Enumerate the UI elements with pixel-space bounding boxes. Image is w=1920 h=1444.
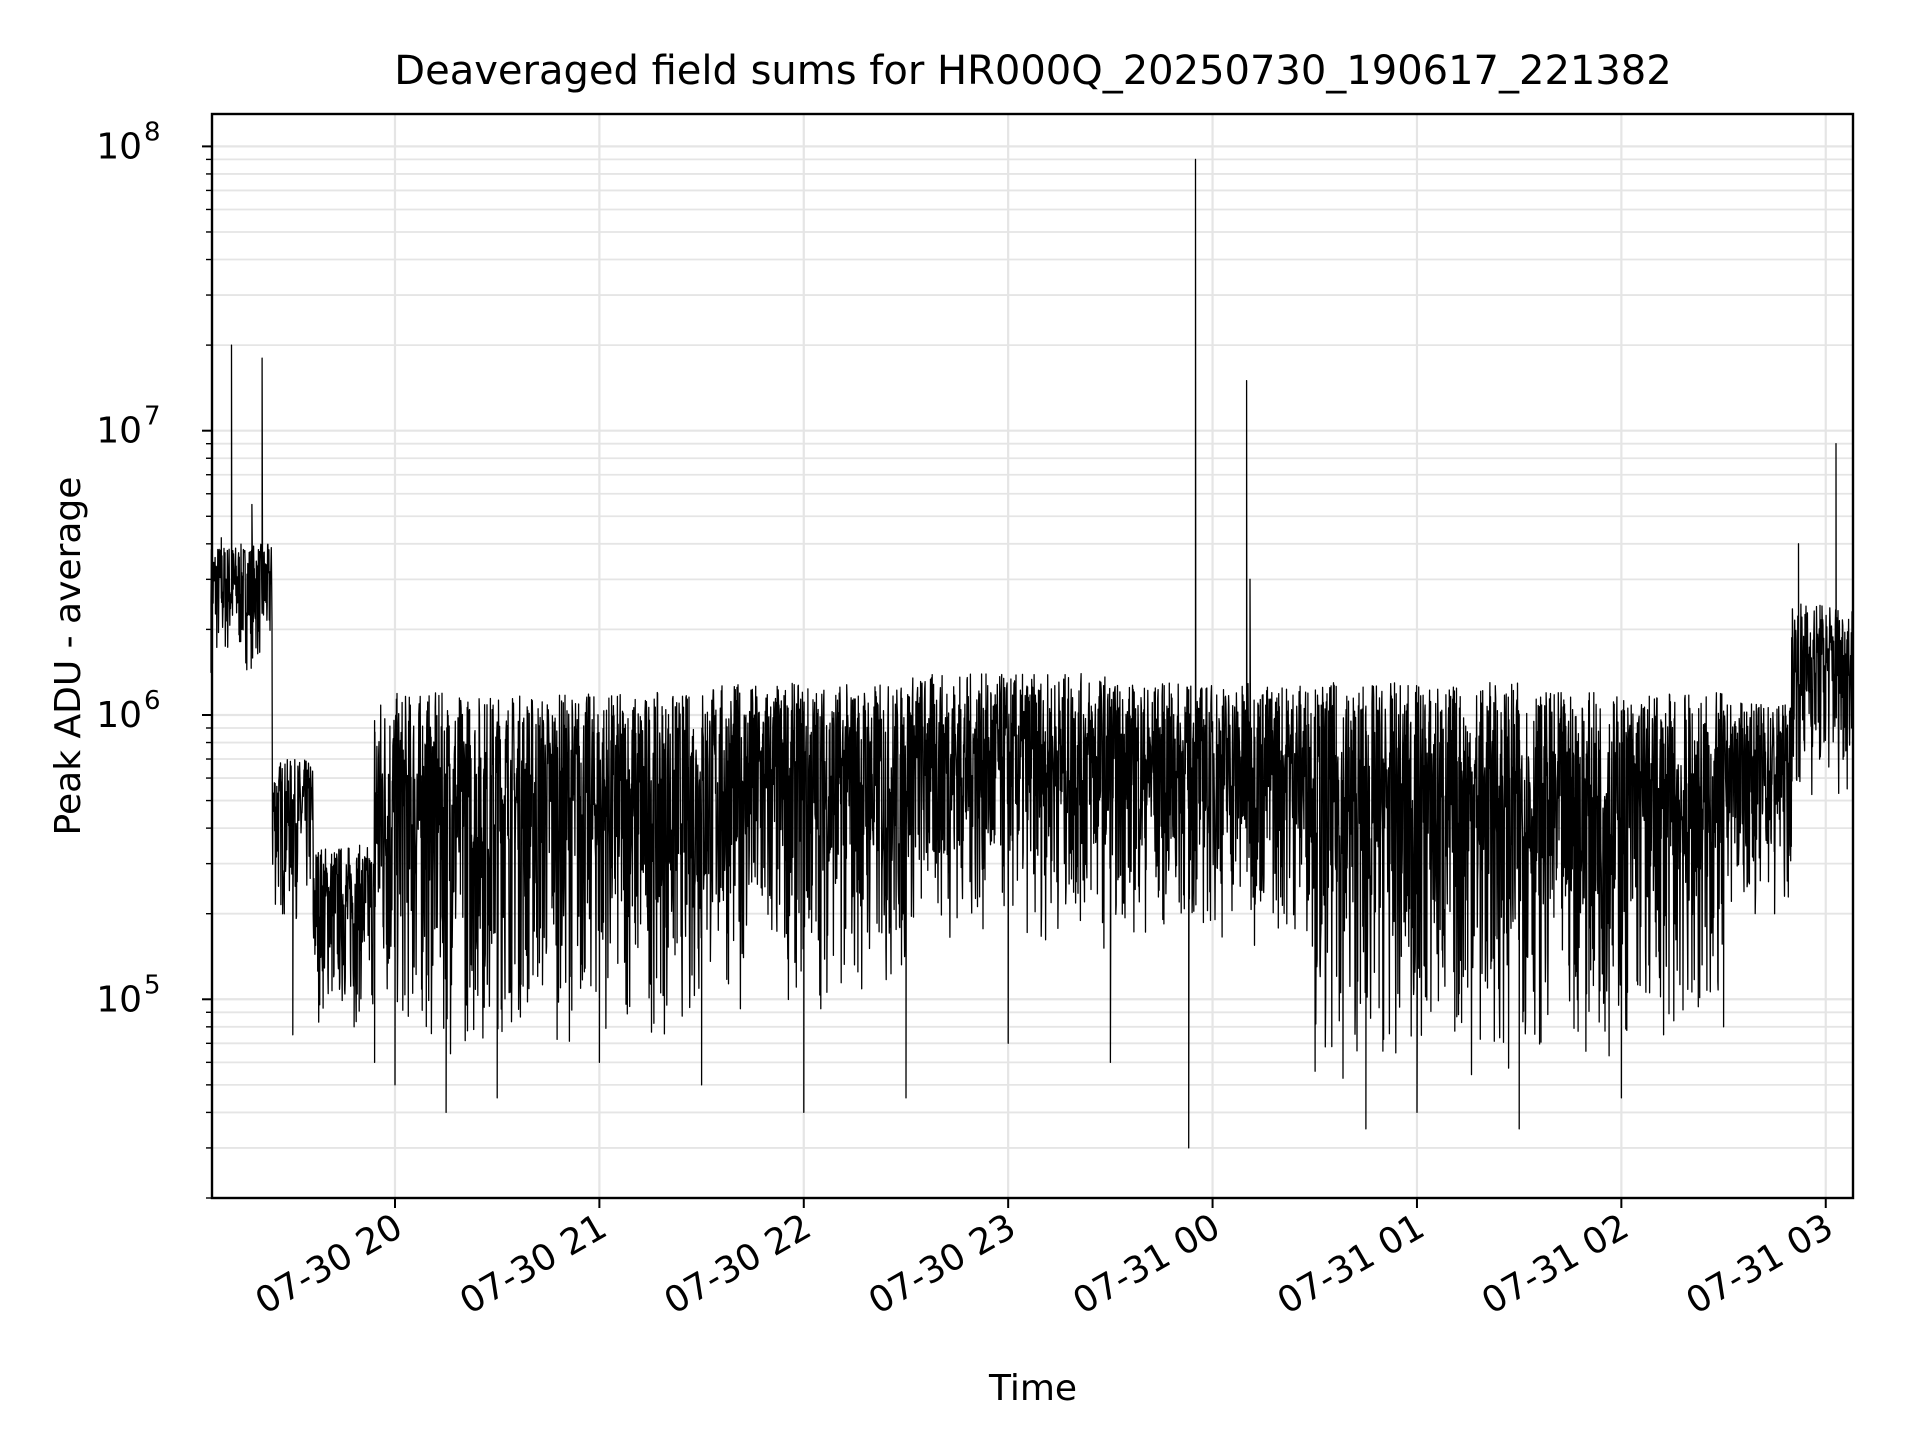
y-tick-label: 10 — [96, 126, 142, 167]
plot-frame — [212, 114, 1853, 1198]
y-tick-label-exponent: 7 — [144, 402, 161, 432]
x-tick-label: 07-31 02 — [1475, 1206, 1636, 1322]
chart-title: Deaveraged field sums for HR000Q_2025073… — [394, 48, 1671, 94]
y-tick-label-base: 10 — [96, 979, 142, 1020]
y-tick-label: 10 — [96, 411, 142, 452]
grid — [212, 114, 1853, 1198]
y-tick-label-exponent: 8 — [144, 117, 161, 147]
y-tick-label-base: 10 — [96, 126, 142, 167]
x-tick-label: 07-30 23 — [862, 1206, 1023, 1322]
y-tick-label-base: 10 — [96, 411, 142, 452]
x-tick-label: 07-30 21 — [453, 1206, 614, 1322]
x-axis-label: Time — [988, 1368, 1077, 1409]
y-tick-label-exponent: 5 — [144, 970, 161, 1000]
y-tick-label-base: 10 — [96, 695, 142, 736]
y-axis-label: Peak ADU - average — [48, 477, 89, 836]
x-tick-label: 07-31 01 — [1271, 1206, 1432, 1322]
y-tick-label: 10 — [96, 695, 142, 736]
x-tick-label: 07-31 00 — [1066, 1206, 1227, 1322]
x-tick-label: 07-30 22 — [658, 1206, 819, 1322]
y-tick-label: 10 — [96, 979, 142, 1020]
y-tick-label-exponent: 6 — [144, 686, 161, 716]
x-tick-label: 07-30 20 — [249, 1206, 410, 1322]
x-tick-label: 07-31 03 — [1680, 1206, 1841, 1322]
